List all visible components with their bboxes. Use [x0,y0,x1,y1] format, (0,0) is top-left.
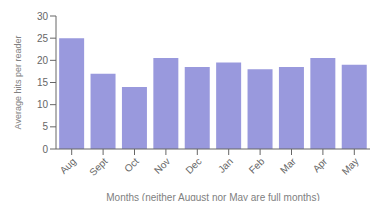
svg-text:30: 30 [37,11,49,22]
svg-text:Oct: Oct [122,156,141,175]
svg-text:May: May [340,156,361,177]
svg-text:Dec: Dec [183,156,203,176]
svg-text:10: 10 [37,99,49,110]
svg-text:Apr: Apr [311,155,330,174]
svg-text:Feb: Feb [247,155,267,175]
svg-text:Months (neither August nor May: Months (neither August nor May are full … [106,192,319,201]
svg-text:Jan: Jan [216,156,235,175]
svg-text:Nov: Nov [152,156,172,176]
svg-text:5: 5 [42,121,48,132]
svg-text:Mar: Mar [278,155,298,175]
svg-text:Aug: Aug [58,156,78,176]
svg-text:15: 15 [37,77,49,88]
svg-text:Average hits per reader: Average hits per reader [13,36,23,130]
svg-text:0: 0 [42,144,48,155]
svg-text:20: 20 [37,55,49,66]
svg-text:Sept: Sept [87,156,109,178]
svg-text:25: 25 [37,33,49,44]
